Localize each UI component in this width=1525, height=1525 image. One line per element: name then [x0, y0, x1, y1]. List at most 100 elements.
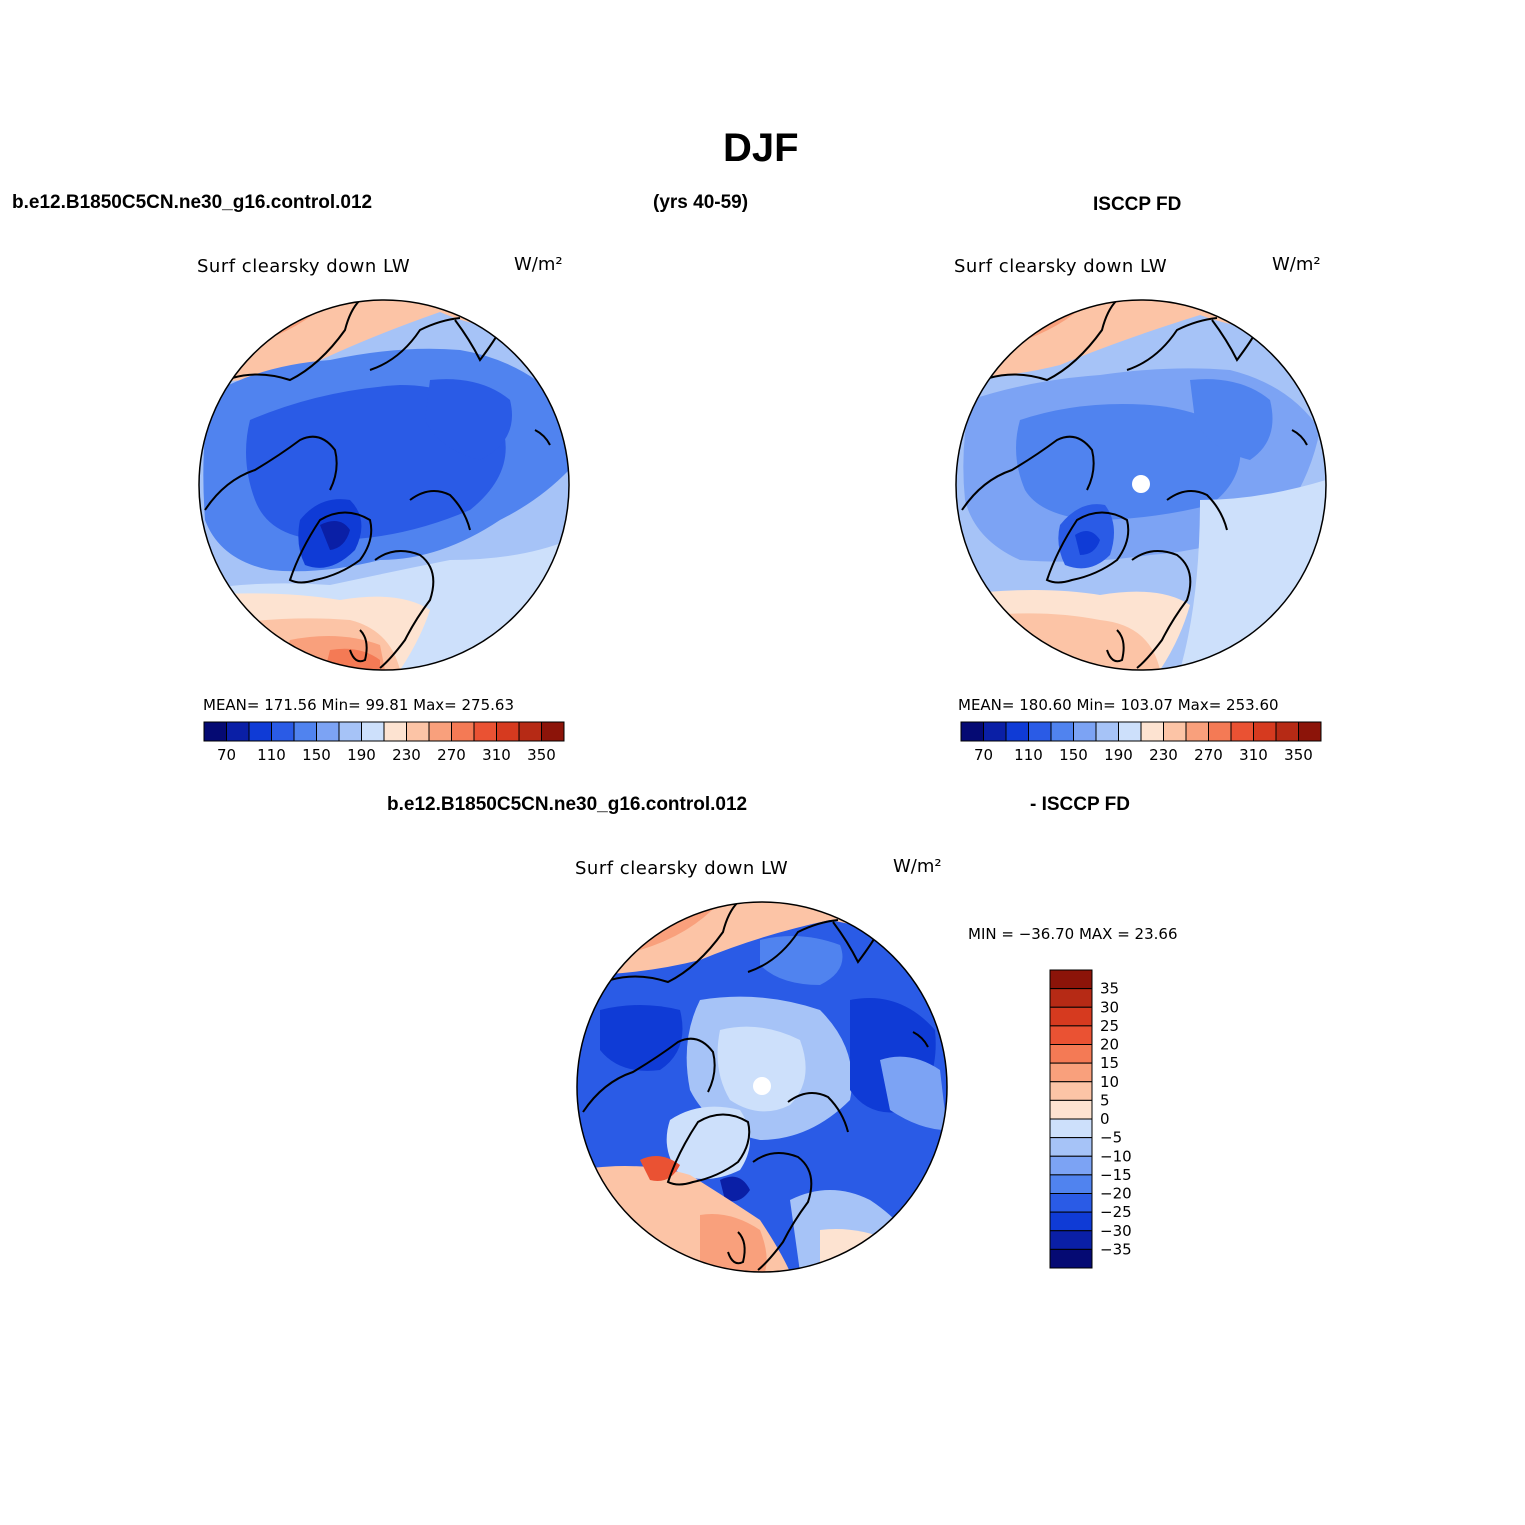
colorbar-swatch [428, 721, 452, 742]
colorbar-swatch [1049, 1230, 1093, 1250]
colorbar-swatch [541, 721, 565, 742]
colorbar-swatch [496, 721, 520, 742]
case-name: b.e12.B1850C5CN.ne30_g16.control.012 [12, 192, 373, 213]
colorbar-swatch [1163, 721, 1187, 742]
colorbar-swatch [1185, 721, 1209, 742]
colorbar-swatch [1028, 721, 1052, 742]
colorbar-label: 350 [1284, 746, 1313, 764]
model-map [198, 299, 570, 671]
colorbar-swatch [1049, 988, 1093, 1008]
colorbar-label: 230 [392, 746, 421, 764]
colorbar-swatch [960, 721, 984, 742]
obs-units-label: W/m² [1272, 254, 1321, 275]
obs-name: ISCCP FD [1093, 194, 1182, 215]
model-colorbar: 70 110 150 190 230 270 310 350 [203, 721, 565, 764]
colorbar-label: 25 [1100, 1017, 1119, 1035]
colorbar-label: 35 [1100, 980, 1119, 998]
colorbar-swatch [1253, 721, 1277, 742]
colorbar-swatch [1049, 1118, 1093, 1139]
colorbar-label: 310 [1239, 746, 1268, 764]
model-units-label: W/m² [514, 254, 563, 275]
colorbar-label: 110 [1014, 746, 1043, 764]
colorbar-swatch [1049, 1193, 1093, 1213]
colorbar-swatch [1049, 1155, 1093, 1176]
colorbar-label: 0 [1100, 1110, 1110, 1128]
colorbar-swatch [406, 721, 430, 742]
colorbar-label: −30 [1100, 1222, 1132, 1240]
colorbar-swatch [1275, 721, 1299, 742]
colorbar-swatch [451, 721, 475, 742]
diff-map [576, 901, 948, 1273]
colorbar-label: 110 [257, 746, 286, 764]
colorbar-swatch [1049, 1006, 1093, 1027]
colorbar-swatch [1050, 721, 1074, 742]
colorbar-swatch [1049, 1044, 1093, 1064]
colorbar-label: 30 [1100, 998, 1119, 1016]
colorbar-label: −35 [1100, 1240, 1132, 1258]
colorbar-label: 190 [347, 746, 376, 764]
colorbar-swatch [226, 721, 250, 742]
colorbar-label: 230 [1149, 746, 1178, 764]
colorbar-swatch [1095, 721, 1119, 742]
diff-stats: MIN = −36.70 MAX = 23.66 [968, 925, 1178, 943]
colorbar-swatch [1118, 721, 1142, 742]
diff-obs-name: - ISCCP FD [1030, 794, 1130, 815]
diff-units-label: W/m² [893, 856, 942, 877]
colorbar-swatch [983, 721, 1007, 742]
colorbar-swatch [248, 721, 272, 742]
colorbar-swatch [1049, 1211, 1093, 1232]
colorbar-swatch [1005, 721, 1029, 742]
colorbar-swatch [1073, 721, 1097, 742]
colorbar-label: −25 [1100, 1203, 1132, 1221]
colorbar-label: −15 [1100, 1166, 1132, 1184]
colorbar-swatch [1208, 721, 1232, 742]
colorbar-swatch [1049, 1025, 1093, 1045]
colorbar-label: 70 [974, 746, 993, 764]
years-label: (yrs 40-59) [653, 192, 749, 213]
colorbar-label: 20 [1100, 1036, 1119, 1054]
colorbar-swatch [1049, 1174, 1093, 1194]
colorbar-label: −10 [1100, 1147, 1132, 1165]
colorbar-swatch [271, 721, 295, 742]
colorbar-swatch [518, 721, 542, 742]
colorbar-label: 70 [217, 746, 236, 764]
colorbar-swatch [361, 721, 385, 742]
colorbar-swatch [1049, 1062, 1093, 1083]
colorbar-label: 150 [302, 746, 331, 764]
colorbar-swatch [1049, 1248, 1093, 1269]
colorbar-label: 15 [1100, 1054, 1119, 1072]
obs-variable-label: Surf clearsky down LW [954, 256, 1168, 277]
model-variable-label: Surf clearsky down LW [197, 256, 411, 277]
model-stats: MEAN= 171.56 Min= 99.81 Max= 275.63 [203, 696, 514, 714]
colorbar-swatch [338, 721, 362, 742]
colorbar-label: −5 [1100, 1129, 1122, 1147]
colorbar-label: 310 [482, 746, 511, 764]
colorbar-label: 150 [1059, 746, 1088, 764]
obs-colorbar: 70 110 150 190 230 270 310 350 [960, 721, 1322, 764]
colorbar-label: 190 [1104, 746, 1133, 764]
colorbar-swatch [383, 721, 407, 742]
colorbar-swatch [203, 721, 227, 742]
diff-case-name: b.e12.B1850C5CN.ne30_g16.control.012 [387, 794, 748, 815]
colorbar-swatch [1140, 721, 1164, 742]
colorbar-swatch [293, 721, 317, 742]
colorbar-swatch [1230, 721, 1254, 742]
colorbar-swatch [1049, 1099, 1093, 1120]
colorbar-swatch [316, 721, 340, 742]
diff-variable-label: Surf clearsky down LW [575, 858, 789, 879]
colorbar-label: 350 [527, 746, 556, 764]
colorbar-label: 270 [437, 746, 466, 764]
colorbar-swatch [1049, 969, 1093, 990]
colorbar-swatch [1298, 721, 1322, 742]
page-title: DJF [723, 126, 799, 170]
obs-map [955, 299, 1327, 671]
colorbar-swatch [1049, 1081, 1093, 1101]
colorbar-label: −20 [1100, 1185, 1132, 1203]
obs-stats: MEAN= 180.60 Min= 103.07 Max= 253.60 [958, 696, 1279, 714]
colorbar-label: 270 [1194, 746, 1223, 764]
colorbar-label: 10 [1100, 1073, 1119, 1091]
colorbar-swatch [1049, 1137, 1093, 1157]
colorbar-swatch [473, 721, 497, 742]
